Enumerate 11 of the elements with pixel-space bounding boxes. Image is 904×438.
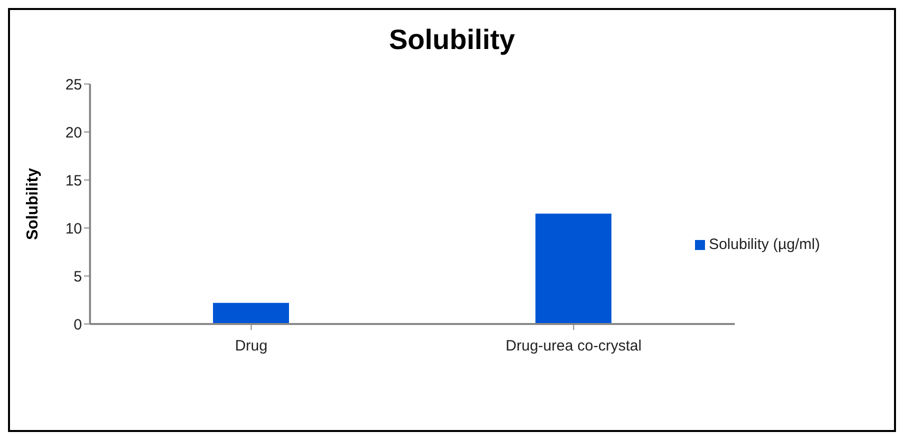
- y-tick-label: 20: [65, 124, 82, 142]
- y-axis-title: Solubility: [24, 168, 42, 240]
- y-tick-label: 25: [65, 76, 82, 94]
- chart-title: Solubility: [388, 24, 516, 57]
- y-tick-label: 5: [74, 268, 82, 286]
- y-tick-label: 10: [65, 220, 82, 238]
- y-tick-label: 0: [74, 316, 82, 334]
- x-tick-label: Drug: [234, 338, 268, 355]
- x-tick-label: Drug-urea co-crystal: [506, 338, 642, 355]
- y-tick-label: 15: [65, 172, 82, 190]
- legend-label: Solubility (µg/ml): [708, 236, 820, 252]
